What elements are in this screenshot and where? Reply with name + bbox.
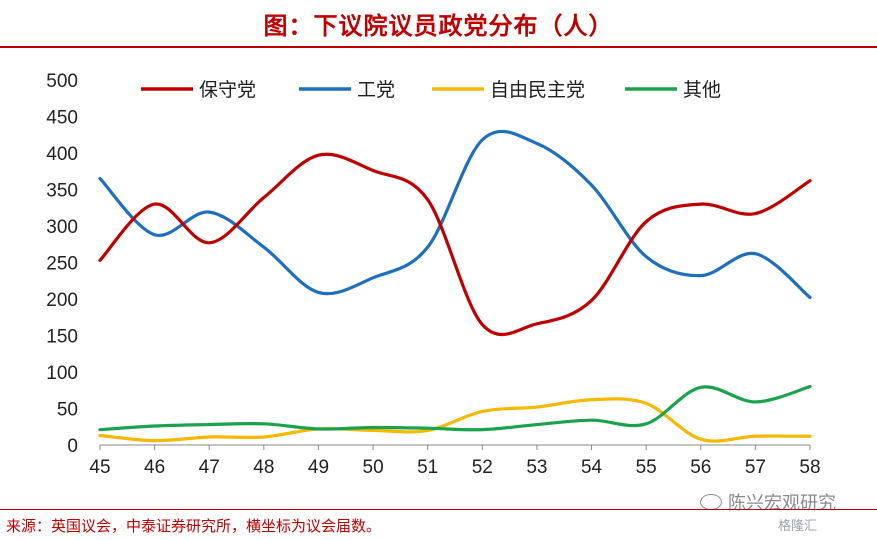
series-line-2 (98, 397, 812, 443)
y-tick-label: 200 (46, 290, 78, 311)
x-tick-label: 55 (636, 457, 657, 478)
y-tick-label: 0 (67, 436, 78, 457)
watermark: 陈兴宏观研究 (700, 489, 836, 515)
y-tick-label: 50 (57, 400, 78, 421)
title-divider (0, 46, 877, 48)
x-tick-label: 52 (472, 457, 493, 478)
x-tick-label: 53 (526, 457, 547, 478)
wechat-icon (700, 494, 722, 510)
series-line-0 (98, 152, 812, 337)
y-tick-label: 400 (46, 144, 78, 165)
legend-label: 其他 (683, 79, 721, 101)
x-tick-label: 51 (417, 457, 438, 478)
legend-label: 工党 (357, 79, 395, 101)
legend: 保守党 工党 自由民主党 其他 (141, 79, 721, 101)
x-tick-label: 57 (745, 457, 766, 478)
y-tick-label: 350 (46, 181, 78, 202)
x-tick-label: 47 (199, 457, 220, 478)
title-bar: 图：下议院议员政党分布（人） (0, 0, 877, 46)
legend-label: 自由民主党 (490, 79, 585, 101)
x-tick-label: 45 (89, 457, 110, 478)
x-tick-label: 56 (690, 457, 711, 478)
series-line-1 (98, 129, 812, 300)
series-line-3 (98, 385, 812, 432)
axes: 0 50 100 150 200 250 300 350 400 450 500 45 46 47 48 49… (46, 71, 820, 478)
x-tick-label: 49 (308, 457, 329, 478)
y-tick-label: 250 (46, 254, 78, 275)
party-distribution-chart: 0 50 100 150 200 250 300 350 400 450 500 45 46 47 48 49… (46, 71, 820, 478)
x-tick-label: 58 (799, 457, 820, 478)
brand-watermark: 格隆汇 (778, 519, 818, 534)
x-tick-label: 54 (581, 457, 603, 478)
x-tick-label: 46 (144, 457, 165, 478)
source-divider (0, 509, 877, 510)
y-tick-label: 450 (46, 108, 78, 129)
y-tick-label: 500 (46, 71, 78, 92)
y-tick-label: 300 (46, 217, 78, 238)
x-tick-label: 50 (363, 457, 384, 478)
legend-label: 保守党 (199, 79, 256, 101)
x-tick-label: 48 (253, 457, 274, 478)
watermark-text: 陈兴宏观研究 (728, 493, 836, 514)
source-note: 来源：英国议会，中泰证券研究所，横坐标为议会届数。 (6, 517, 382, 535)
y-tick-label: 150 (46, 327, 78, 348)
chart-title: 图：下议院议员政党分布（人） (263, 11, 614, 40)
y-tick-label: 100 (46, 363, 78, 384)
series-layer (98, 129, 812, 443)
